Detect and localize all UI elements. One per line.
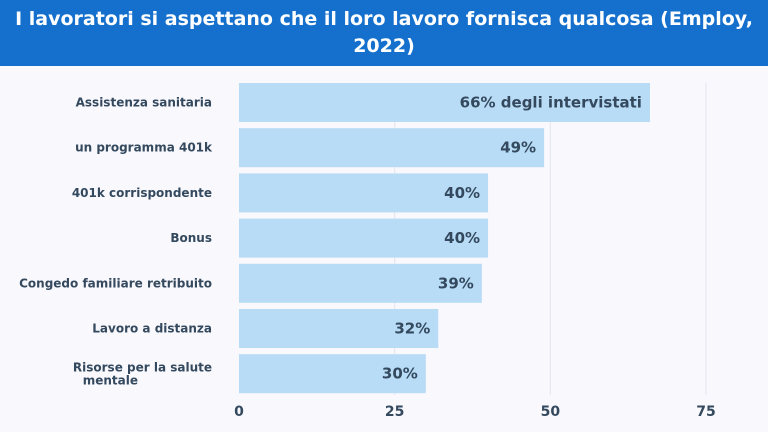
- category-label: Congedo familiare retribuito: [19, 276, 212, 290]
- data-label: 39%: [438, 274, 474, 292]
- x-tick-label: 25: [385, 404, 404, 420]
- data-label: 49%: [500, 139, 536, 157]
- category-label: un programma 401k: [75, 141, 213, 155]
- bar: [239, 128, 545, 168]
- data-label: 40%: [444, 184, 480, 202]
- bar: [239, 218, 489, 258]
- chart-title: I lavoratori si aspettano che il loro la…: [0, 0, 768, 66]
- category-label: Risorse per la salute: [73, 361, 212, 375]
- category-label: Assistenza sanitaria: [76, 96, 212, 110]
- category-label: 401k corrispondente: [72, 186, 212, 200]
- data-label: 32%: [394, 320, 430, 338]
- category-label: Bonus: [170, 231, 212, 245]
- category-label: Lavoro a distanza: [92, 322, 212, 336]
- bar: [239, 263, 482, 303]
- category-label: mentale: [83, 374, 138, 388]
- bar: [239, 173, 489, 213]
- x-tick-label: 75: [696, 404, 715, 420]
- bar: [239, 309, 439, 348]
- data-label: 40%: [444, 229, 480, 247]
- x-tick-label: 0: [234, 404, 244, 420]
- bar: [239, 354, 426, 394]
- data-label: 66% degli intervistati: [460, 94, 642, 112]
- x-tick-label: 50: [541, 404, 561, 420]
- bar: [239, 83, 650, 122]
- data-label: 30%: [382, 365, 418, 383]
